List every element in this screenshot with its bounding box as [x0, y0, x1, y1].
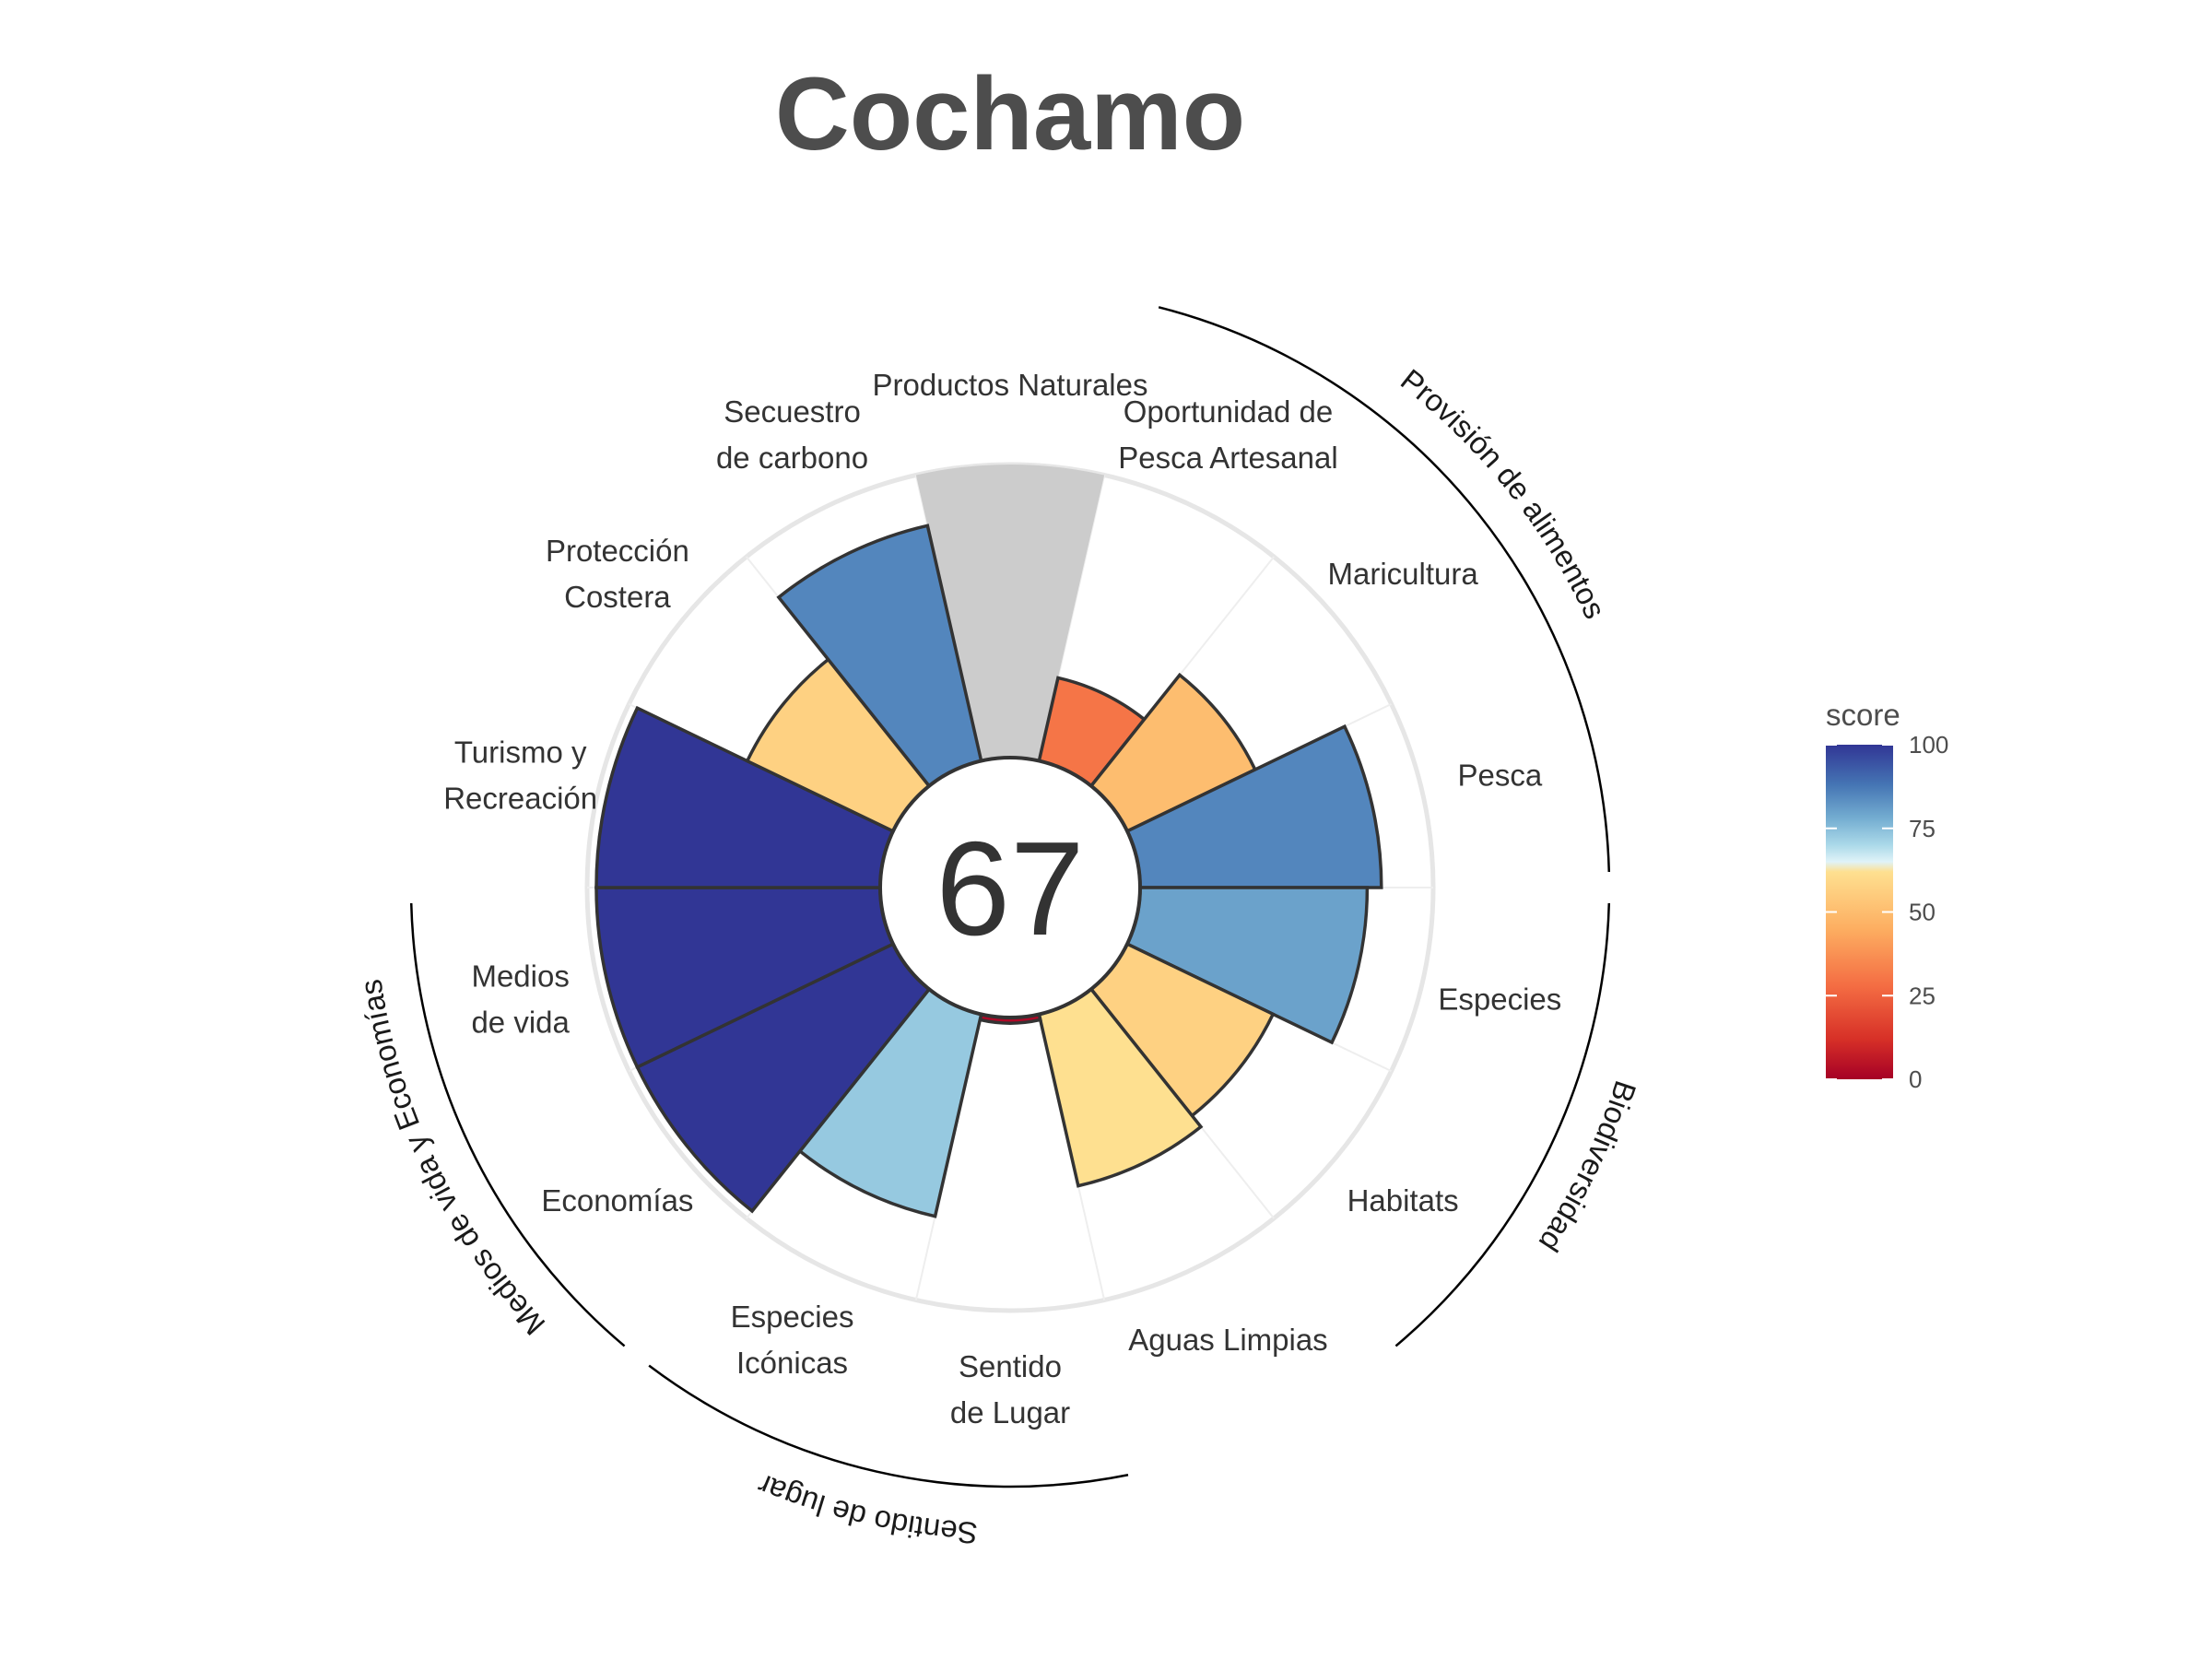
center-score: 67 — [935, 814, 1084, 963]
group-label: Sentido de lugar — [753, 1467, 979, 1550]
sector-label: Medios de vida — [471, 959, 570, 1039]
center-circle — [878, 756, 1142, 1019]
sector-label-line: de Lugar — [950, 1395, 1070, 1430]
sector-label-line: Icónicas — [736, 1346, 848, 1380]
sector-label-line: Pesca — [1457, 759, 1542, 793]
legend-ticks: 100 75 50 25 0 — [1826, 731, 1948, 1093]
sector-label-line: Costera — [564, 580, 671, 614]
legend-title: score — [1826, 698, 1900, 732]
sector-label: Habitats — [1347, 1183, 1459, 1218]
sector-label: Turismo y Recreación — [443, 735, 597, 816]
sector-label: Aguas Limpias — [1128, 1323, 1327, 1357]
sector-label-line: Habitats — [1347, 1183, 1459, 1218]
sector-label: Productos Naturales — [873, 368, 1148, 402]
chart-title: Cochamo — [775, 56, 1245, 171]
sector-label-line: Maricultura — [1327, 557, 1478, 591]
sector-label: Oportunidad de Pesca Artesanal — [1118, 394, 1337, 475]
sector-label: Pesca — [1457, 759, 1542, 793]
sector-label-line: Sentido — [959, 1349, 1062, 1383]
legend-tick-label: 75 — [1909, 815, 1936, 842]
sector-label-line: Protección — [546, 534, 689, 568]
sector-label: Maricultura — [1327, 557, 1478, 591]
sector-label-line: Pesca Artesanal — [1118, 441, 1337, 475]
sector-label: Especies — [1438, 982, 1561, 1016]
legend-tick-label: 25 — [1909, 982, 1936, 1009]
sector-label-line: Especies — [731, 1300, 854, 1334]
group-arc — [1158, 306, 1611, 873]
legend: score 100 75 50 25 0 — [1826, 698, 1948, 1093]
sector-label-line: Recreación — [443, 782, 597, 816]
sector-label: Economías — [541, 1183, 693, 1218]
group-arc — [1394, 902, 1611, 1347]
sector-label-line: Turismo y — [454, 735, 587, 770]
group-arc — [409, 902, 626, 1347]
sector-label: Secuestro de carbono — [716, 394, 868, 475]
legend-tick-label: 0 — [1909, 1065, 1922, 1093]
group-arc — [648, 1364, 1129, 1488]
sector-label: Especies Icónicas — [731, 1300, 854, 1380]
sector-label-line: Productos Naturales — [873, 368, 1148, 402]
legend-colorbar — [1826, 745, 1893, 1079]
legend-tick-label: 50 — [1909, 899, 1936, 926]
sector-label: Protección Costera — [546, 534, 689, 614]
sector-label-line: Oportunidad de — [1124, 394, 1334, 429]
sector-label-line: Medios — [471, 959, 569, 993]
sector-label-line: Especies — [1438, 982, 1561, 1016]
legend-tick-label: 100 — [1909, 731, 1948, 759]
sector-label-line: de carbono — [716, 441, 868, 475]
petal-na — [915, 465, 1105, 761]
group-label: Biodiversidad — [1533, 1077, 1643, 1258]
sector-label-line: de vida — [471, 1005, 570, 1039]
sector-label: Sentido de Lugar — [950, 1349, 1070, 1430]
sector-label-line: Economías — [541, 1183, 693, 1218]
sector-label-line: Aguas Limpias — [1128, 1323, 1327, 1357]
sector-label-line: Secuestro — [724, 394, 861, 429]
